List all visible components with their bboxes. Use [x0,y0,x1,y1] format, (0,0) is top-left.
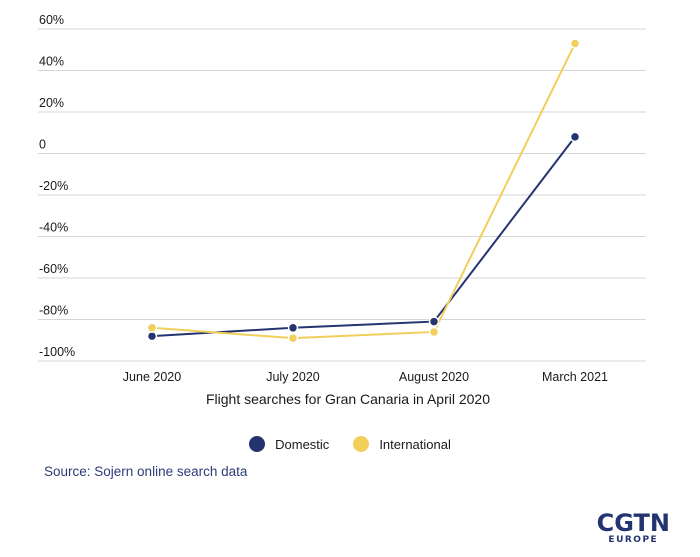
data-point-domestic[interactable] [287,322,299,334]
data-point-international[interactable] [287,332,299,344]
legend-label: Domestic [275,436,330,452]
legend-item-domestic: Domestic [249,436,329,452]
y-tick-label: 60% [39,13,64,27]
y-tick-label: 20% [39,96,64,110]
series-line-domestic [151,136,576,338]
x-tick-label: March 2021 [542,370,608,384]
legend-item-international: International [353,436,451,452]
y-tick-label: -40% [39,221,68,235]
y-tick-label: -100% [39,345,75,359]
y-tick-label: -60% [39,262,68,276]
logo-sub-text: EUROPE [608,535,659,545]
series-line-international [151,43,576,340]
data-point-international[interactable] [569,38,581,49]
x-tick-label: August 2020 [399,370,469,384]
x-tick-label: June 2020 [123,370,181,384]
y-tick-label: 0 [39,138,46,152]
x-tick-label: July 2020 [266,370,320,384]
grid-layer [38,28,646,362]
x-axis-ticks: June 2020 July 2020 August 2020 March 2021 [123,370,608,384]
y-tick-label: 40% [39,55,64,69]
y-tick-label: -80% [39,304,68,318]
series-layer [146,38,581,344]
source-note: Source: Sojern online search data [44,464,248,479]
data-point-international[interactable] [146,322,158,334]
logo-main-text: CGTN [596,509,670,537]
y-tick-label: -20% [39,179,68,193]
legend-label: International [379,436,451,452]
legend-swatch [353,436,370,452]
legend-swatch [249,436,266,452]
data-point-domestic[interactable] [428,316,440,327]
y-axis-ticks: 60% 40% 20% 0 -20% -40% -60% -80% -100% [39,13,75,359]
line-chart: 60% 40% 20% 0 -20% -40% -60% -80% -100% June 202… [38,13,646,407]
x-axis-label: Flight searches for Gran Canaria in Apri… [206,391,490,407]
data-point-international[interactable] [428,326,440,338]
data-point-domestic[interactable] [569,131,581,143]
legend: Domestic International [0,436,700,452]
cgtn-europe-logo: CGTN EUROPE [597,511,670,545]
